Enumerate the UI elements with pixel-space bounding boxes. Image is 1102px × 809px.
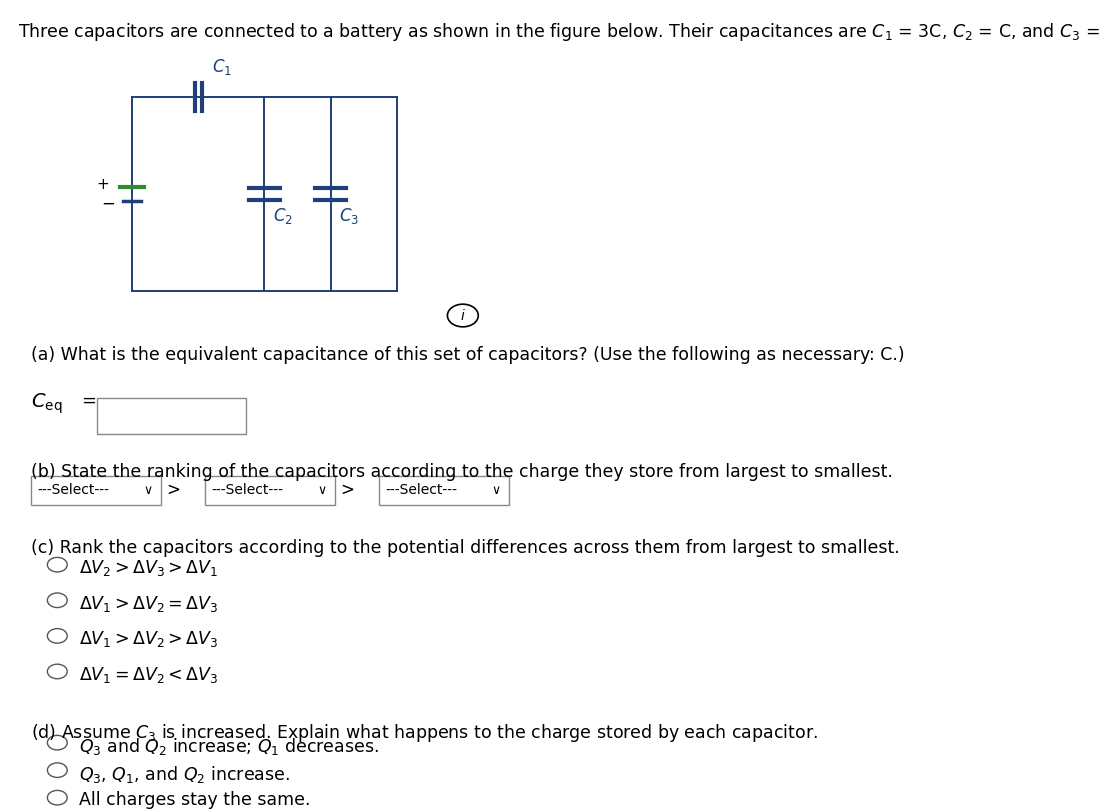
Text: $\Delta V_2 > \Delta V_3 > \Delta V_1$: $\Delta V_2 > \Delta V_3 > \Delta V_1$ bbox=[79, 558, 218, 578]
Text: >: > bbox=[341, 481, 355, 499]
Text: $C_{\rm eq}$: $C_{\rm eq}$ bbox=[31, 392, 63, 416]
Text: $Q_3$, $Q_1$, and $Q_2$ increase.: $Q_3$, $Q_1$, and $Q_2$ increase. bbox=[79, 764, 290, 785]
Text: i: i bbox=[461, 308, 465, 323]
Text: (b) State the ranking of the capacitors according to the charge they store from : (b) State the ranking of the capacitors … bbox=[31, 463, 893, 481]
Bar bbox=[205, 476, 335, 505]
Text: (d) Assume $C_3$ is increased. Explain what happens to the charge stored by each: (d) Assume $C_3$ is increased. Explain w… bbox=[31, 722, 818, 743]
Text: $C_2$: $C_2$ bbox=[273, 206, 293, 227]
Text: $\Delta V_1 = \Delta V_2 < \Delta V_3$: $\Delta V_1 = \Delta V_2 < \Delta V_3$ bbox=[79, 665, 218, 685]
Text: ∨: ∨ bbox=[143, 484, 152, 497]
Text: ∨: ∨ bbox=[491, 484, 500, 497]
Text: (c) Rank the capacitors according to the potential differences across them from : (c) Rank the capacitors according to the… bbox=[31, 539, 899, 557]
Text: $\Delta V_1 > \Delta V_2 > \Delta V_3$: $\Delta V_1 > \Delta V_2 > \Delta V_3$ bbox=[79, 629, 218, 650]
Text: (a) What is the equivalent capacitance of this set of capacitors? (Use the follo: (a) What is the equivalent capacitance o… bbox=[31, 346, 905, 364]
Text: $\Delta V_1 > \Delta V_2 = \Delta V_3$: $\Delta V_1 > \Delta V_2 = \Delta V_3$ bbox=[79, 594, 218, 614]
Text: =: = bbox=[82, 392, 97, 409]
Text: $Q_3$ and $Q_2$ increase; $Q_1$ decreases.: $Q_3$ and $Q_2$ increase; $Q_1$ decrease… bbox=[79, 736, 379, 757]
Text: >: > bbox=[166, 481, 181, 499]
Text: ---Select---: ---Select--- bbox=[386, 483, 457, 498]
Bar bbox=[97, 398, 246, 434]
Text: Three capacitors are connected to a battery as shown in the figure below. Their : Three capacitors are connected to a batt… bbox=[18, 21, 1102, 43]
Text: +: + bbox=[96, 177, 109, 192]
Text: $C_1$: $C_1$ bbox=[212, 57, 231, 77]
Text: ---Select---: ---Select--- bbox=[212, 483, 283, 498]
Text: ∨: ∨ bbox=[317, 484, 326, 497]
Bar bbox=[379, 476, 509, 505]
Text: All charges stay the same.: All charges stay the same. bbox=[79, 791, 311, 809]
Bar bbox=[31, 476, 161, 505]
Text: $C_3$: $C_3$ bbox=[339, 206, 359, 227]
Text: ---Select---: ---Select--- bbox=[37, 483, 109, 498]
Text: −: − bbox=[101, 195, 115, 213]
